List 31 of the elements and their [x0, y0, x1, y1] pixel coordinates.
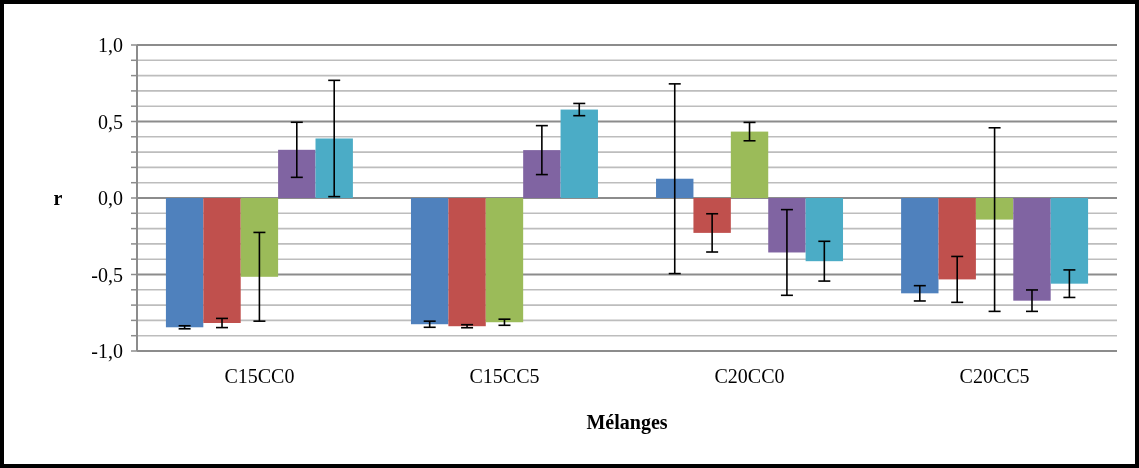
x-tick-label: C20CC5 — [959, 365, 1030, 387]
bar — [901, 198, 939, 294]
bar — [656, 178, 694, 198]
x-tick-label: C20CC0 — [714, 365, 785, 387]
y-tick-label: 1,0 — [98, 34, 123, 56]
bar — [278, 149, 316, 198]
x-axis-title: Mélanges — [586, 411, 668, 434]
bar — [485, 198, 524, 323]
bar — [240, 198, 279, 277]
bar — [203, 198, 241, 323]
x-tick-label: C15CC5 — [469, 365, 540, 387]
bar — [938, 198, 976, 280]
bar — [693, 198, 731, 233]
bar — [730, 131, 769, 198]
bar — [448, 198, 486, 327]
bar — [560, 109, 598, 198]
bar — [1050, 198, 1089, 284]
bar — [768, 198, 806, 253]
bar — [523, 150, 561, 198]
bar — [805, 198, 844, 262]
bar — [975, 198, 1014, 220]
y-tick-label: -0,5 — [91, 263, 123, 286]
bar — [1013, 198, 1051, 301]
y-tick-label: 0,5 — [98, 110, 123, 133]
x-tick-label: C15CC0 — [224, 365, 295, 387]
bar — [165, 198, 204, 328]
y-tick-label: -1,0 — [91, 340, 123, 362]
bar — [410, 198, 449, 325]
y-tick-label: 0,0 — [98, 187, 123, 209]
y-axis-title: r — [53, 187, 63, 209]
bar — [315, 138, 353, 198]
